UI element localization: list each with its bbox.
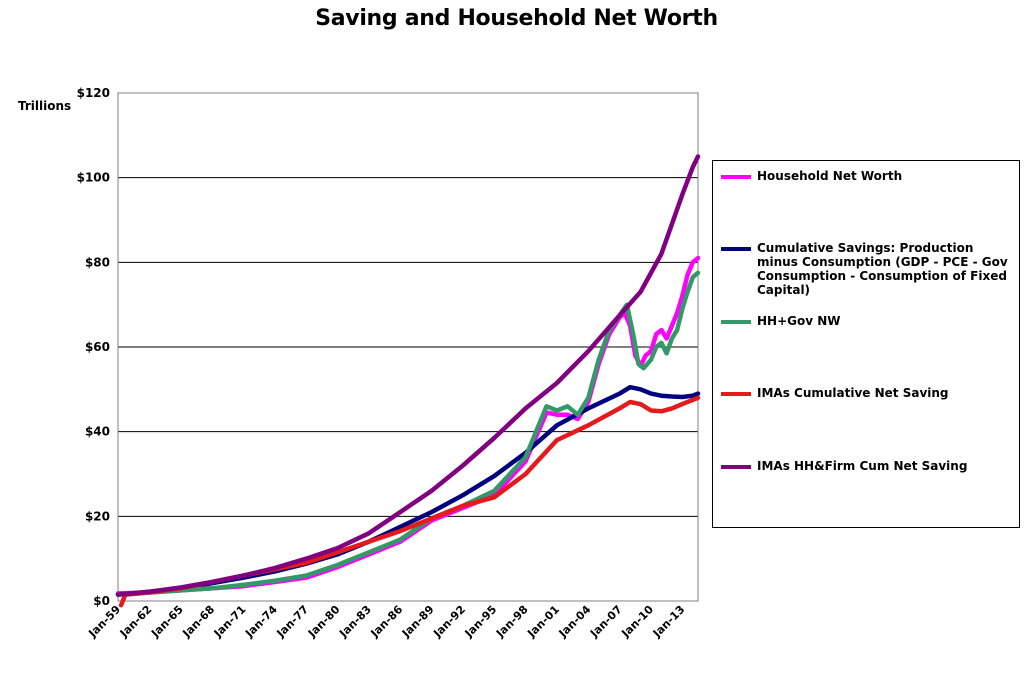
plot-area [117,92,699,602]
legend-label: HH+Gov NW [757,314,841,328]
x-tick-label: Jan-83 [336,603,374,641]
x-tick-label: Jan-77 [274,603,312,641]
x-tick-label: Jan-07 [587,603,625,641]
y-tick-label: $60 [85,340,110,354]
legend-item: IMAs HH&Firm Cum Net Saving [721,459,1013,473]
y-tick-label: $80 [85,255,110,269]
x-tick-label: Jan-92 [430,603,468,641]
x-tick-label: Jan-71 [211,603,249,641]
legend: Household Net Worth Cumulative Savings: P… [712,160,1020,528]
y-tick-label: $0 [93,594,110,608]
x-tick-label: Jan-89 [399,603,437,641]
x-tick-label: Jan-95 [462,603,500,641]
legend-item: Household Net Worth [721,169,1013,183]
series-line-2 [115,384,701,597]
legend-item: HH+Gov NW [721,314,1013,328]
y-tick-label: $40 [85,425,110,439]
legend-label: Household Net Worth [757,169,903,183]
series-lines [115,154,701,608]
y-tick-label: $100 [77,171,110,185]
x-tick-label: Jan-04 [556,603,594,641]
legend-swatch [721,175,751,179]
y-axis-units-label: Trillions [18,99,72,113]
y-axis-ticks: $0 $20 $40 $60 $80 $100 $120 [77,86,110,608]
y-tick-label: $120 [77,86,110,100]
legend-label: IMAs Cumulative Net Saving [757,386,949,400]
x-tick-label: Jan-80 [305,603,343,641]
legend-label: IMAs HH&Firm Cum Net Saving [757,459,968,473]
x-tick-label: Jan-74 [242,603,280,641]
x-tick-label: Jan-01 [524,603,562,641]
series-line-3 [115,270,701,597]
legend-label: Cumulative Savings: Production minus Con… [757,241,1008,297]
series-line-4 [118,395,701,608]
x-tick-label: Jan-65 [148,603,186,641]
legend-swatch [721,465,751,469]
legend-item: Cumulative Savings: Production minus Con… [721,241,1013,297]
series-line-5 [115,154,701,597]
gridlines [118,177,698,517]
y-tick-label: $20 [85,509,110,523]
chart-title: Saving and Household Net Worth [315,6,718,31]
series-line-1 [115,255,701,596]
x-tick-label: Jan-68 [180,603,218,641]
x-axis-ticks: Jan-59Jan-62Jan-65Jan-68Jan-71Jan-74Jan-… [85,603,687,641]
x-tick-label: Jan-59 [85,603,123,641]
legend-item: IMAs Cumulative Net Saving [721,386,1013,400]
legend-swatch [721,392,751,396]
x-tick-label: Jan-10 [618,603,656,641]
x-tick-label: Jan-62 [117,603,155,641]
x-tick-label: Jan-86 [368,603,406,641]
x-tick-label: Jan-98 [493,603,531,641]
legend-swatch [721,247,751,251]
x-tick-label: Jan-13 [650,603,688,641]
legend-swatch [721,320,751,324]
